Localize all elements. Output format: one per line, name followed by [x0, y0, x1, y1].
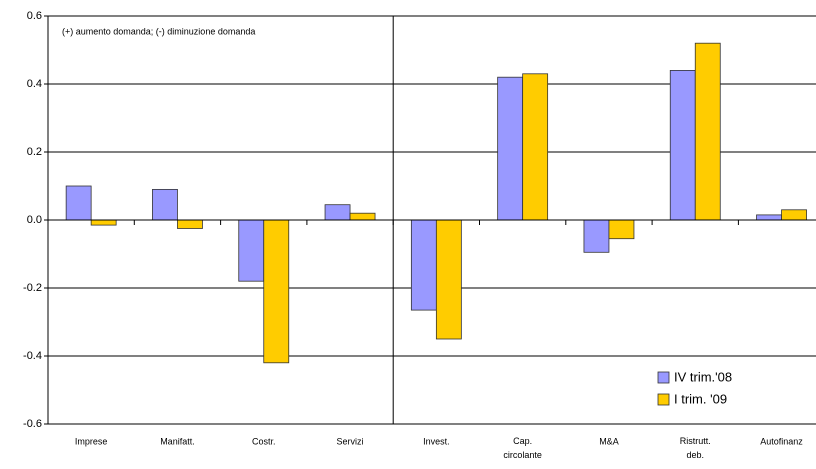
bar [781, 209, 807, 221]
y-tick-label: 0.0 [27, 214, 42, 226]
bar [522, 73, 549, 221]
legend-label: IV trim.'08 [674, 369, 732, 384]
y-tick-label: 0.2 [27, 146, 42, 158]
y-tick-label: -0.6 [23, 418, 42, 430]
bar [608, 219, 635, 240]
y-tick-label: 0.4 [27, 78, 42, 90]
bar [152, 188, 178, 221]
bar [65, 185, 92, 221]
bar [694, 42, 721, 221]
bar [263, 219, 290, 364]
bar [238, 219, 265, 282]
y-tick-label: -0.2 [23, 282, 42, 294]
annotation: (+) aumento domanda; (-) diminuzione dom… [62, 26, 255, 36]
bar [583, 219, 610, 253]
bar [349, 212, 376, 221]
x-tick-label: M&A [599, 436, 619, 446]
bar [669, 70, 696, 221]
bar [324, 204, 351, 221]
bar [435, 219, 462, 340]
x-tick-label: Imprese [75, 436, 108, 446]
bar [90, 219, 117, 226]
bar [756, 214, 782, 221]
x-tick-label: Cap. circolante [503, 436, 542, 460]
bar [497, 76, 524, 221]
bar [177, 219, 203, 229]
x-tick-label: Ristrutt. deb. [680, 436, 711, 460]
legend-swatch [657, 371, 670, 384]
x-tick-label: Manifatt. [160, 436, 195, 446]
x-tick-label: Invest. [423, 436, 450, 446]
legend-label: I trim. '09 [674, 391, 727, 406]
x-tick-label: Autofinanz [760, 436, 803, 446]
x-tick-label: Servizi [337, 436, 364, 446]
bar [410, 219, 437, 311]
y-tick-label: -0.4 [23, 350, 42, 362]
legend-swatch [657, 393, 670, 406]
x-tick-label: Costr. [252, 436, 276, 446]
y-tick-label: 0.6 [27, 10, 42, 22]
